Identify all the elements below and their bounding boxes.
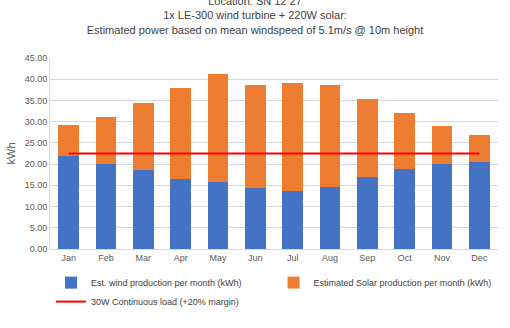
svg-text:Oct: Oct <box>398 253 413 263</box>
svg-text:May: May <box>209 253 227 263</box>
svg-text:Mar: Mar <box>136 253 152 263</box>
svg-text:Dec: Dec <box>471 253 488 263</box>
svg-text:Aug: Aug <box>322 253 338 263</box>
svg-text:Feb: Feb <box>98 253 114 263</box>
svg-text:30W Continuous load (+20% marg: 30W Continuous load (+20% margin) <box>91 297 239 307</box>
svg-text:kWh: kWh <box>5 143 17 165</box>
svg-text:25.00: 25.00 <box>25 138 48 148</box>
svg-text:35.00: 35.00 <box>25 96 48 106</box>
svg-text:10.00: 10.00 <box>25 202 48 212</box>
svg-text:Est. wind production per month: Est. wind production per month (kWh) <box>91 278 242 288</box>
svg-text:Location: SN 12 271x LE-300 wi: Location: SN 12 271x LE-300 wind turbine… <box>87 0 423 36</box>
svg-text:30.00: 30.00 <box>25 117 48 127</box>
svg-text:15.00: 15.00 <box>25 180 48 190</box>
svg-text:Apr: Apr <box>174 253 188 263</box>
svg-text:45.00: 45.00 <box>25 53 48 63</box>
svg-text:0.00: 0.00 <box>30 244 48 254</box>
svg-text:Nov: Nov <box>434 253 451 263</box>
svg-text:Sep: Sep <box>359 253 375 263</box>
svg-text:Estimated Solar production per: Estimated Solar production per month (kW… <box>314 278 492 288</box>
svg-text:5.00: 5.00 <box>30 223 48 233</box>
svg-text:20.00: 20.00 <box>25 159 48 169</box>
svg-text:Jul: Jul <box>287 253 299 263</box>
svg-text:Jun: Jun <box>248 253 263 263</box>
svg-text:40.00: 40.00 <box>25 74 48 84</box>
svg-text:Jan: Jan <box>61 253 76 263</box>
